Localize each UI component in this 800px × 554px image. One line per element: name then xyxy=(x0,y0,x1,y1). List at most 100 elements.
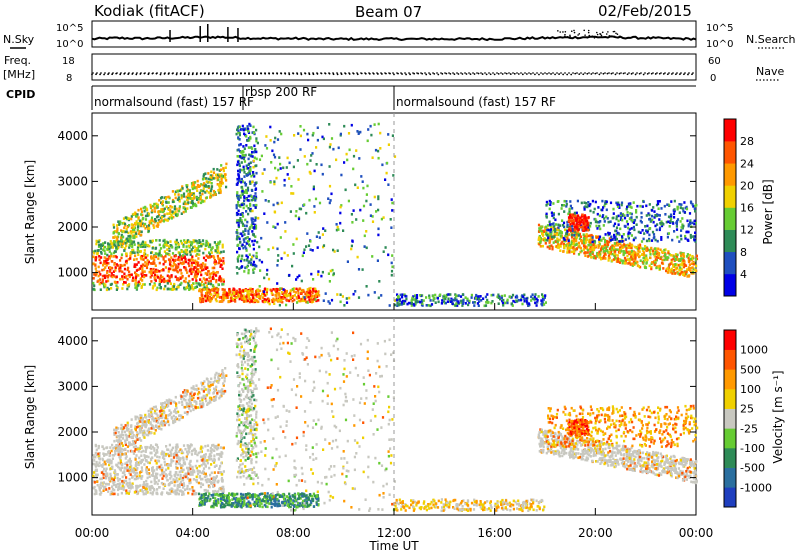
power-cell xyxy=(242,168,246,171)
freq-point xyxy=(501,73,504,75)
power-cell xyxy=(243,240,246,243)
power-cell xyxy=(311,290,314,294)
power-cell xyxy=(544,294,547,297)
power-cell xyxy=(170,274,173,277)
power-cell xyxy=(628,228,631,231)
power-cell xyxy=(211,277,214,280)
power-cell xyxy=(175,238,178,242)
power-cell xyxy=(421,304,424,307)
power-cell xyxy=(615,237,618,241)
power-cell xyxy=(667,251,670,255)
power-cell xyxy=(170,217,173,220)
power-cell xyxy=(142,206,145,210)
cpid-segment-label: normalsound (fast) 157 RF xyxy=(94,95,254,109)
velocity-cell xyxy=(128,490,131,493)
power-cell xyxy=(109,240,112,243)
velocity-cell xyxy=(110,459,113,463)
power-cell xyxy=(393,299,397,302)
power-cell xyxy=(627,262,630,265)
power-cell xyxy=(427,304,430,307)
power-cell xyxy=(657,207,660,210)
power-cell xyxy=(642,237,645,241)
power-cell xyxy=(389,218,392,221)
power-cell xyxy=(178,209,181,213)
power-cell xyxy=(642,200,645,203)
power-cell xyxy=(237,169,240,173)
power-cell xyxy=(596,212,599,216)
power-cell xyxy=(196,247,199,251)
power-cell xyxy=(176,213,179,216)
power-cell xyxy=(582,228,585,231)
power-cell xyxy=(153,262,156,265)
power-cell xyxy=(314,197,318,201)
power-cell xyxy=(257,216,260,220)
power-cell xyxy=(104,252,107,255)
velocity-cell xyxy=(197,472,200,476)
power-cell xyxy=(181,185,184,188)
power-cell xyxy=(236,128,239,132)
velocity-cell xyxy=(95,448,98,452)
power-cell xyxy=(222,167,225,170)
power-cell xyxy=(600,246,603,250)
power-cell xyxy=(158,249,161,253)
power-cell xyxy=(585,220,588,223)
velocity-cell xyxy=(132,471,135,474)
power-cell xyxy=(141,275,144,278)
power-cell xyxy=(396,304,399,307)
power-cell xyxy=(188,284,191,287)
power-cell xyxy=(251,230,254,233)
power-cell xyxy=(103,256,106,259)
power-cell xyxy=(299,207,303,211)
velocity-cell xyxy=(183,462,187,466)
velocity-cell xyxy=(212,491,216,495)
power-cell xyxy=(566,235,569,238)
power-cell xyxy=(94,267,97,270)
velocity-cell xyxy=(170,461,173,464)
power-cell xyxy=(201,262,205,265)
power-cell xyxy=(240,203,243,207)
power-cell xyxy=(246,240,250,243)
power-cell xyxy=(196,241,199,245)
power-cell xyxy=(188,269,191,273)
power-cell xyxy=(654,261,657,265)
power-cell xyxy=(400,303,403,306)
power-cell xyxy=(546,245,549,249)
power-cell xyxy=(155,288,158,292)
velocity-cell xyxy=(153,476,156,479)
freq-point xyxy=(252,73,254,75)
velocity-cell xyxy=(139,489,142,492)
power-cell xyxy=(137,208,140,212)
velocity-cell xyxy=(167,492,170,496)
power-cell xyxy=(189,253,192,256)
power-cell xyxy=(123,263,126,267)
power-cell xyxy=(589,236,592,240)
power-cell xyxy=(637,230,640,234)
power-cell xyxy=(589,253,592,256)
power-cell xyxy=(149,239,152,243)
power-cell xyxy=(672,212,676,216)
power-cell xyxy=(153,210,157,213)
power-cell xyxy=(227,300,230,304)
power-cell xyxy=(122,221,125,225)
freq-point xyxy=(159,73,162,76)
power-cell xyxy=(316,246,319,249)
velocity-cell xyxy=(170,454,173,457)
power-cell xyxy=(630,253,633,257)
power-cell xyxy=(95,256,98,259)
power-cell xyxy=(619,241,622,245)
power-cell xyxy=(182,210,185,214)
power-cell xyxy=(156,270,159,274)
power-cell xyxy=(133,234,136,237)
nsearch-point xyxy=(564,30,567,33)
power-cell xyxy=(559,245,562,248)
power-cell xyxy=(106,253,109,257)
power-cell xyxy=(297,289,300,292)
power-cell xyxy=(675,225,678,228)
power-cell xyxy=(309,289,312,293)
power-cell xyxy=(340,173,343,177)
power-cell xyxy=(626,254,629,258)
velocity-cell xyxy=(150,480,153,484)
velocity-cell xyxy=(204,453,207,456)
power-cell xyxy=(451,302,454,305)
power-cell xyxy=(92,287,95,291)
